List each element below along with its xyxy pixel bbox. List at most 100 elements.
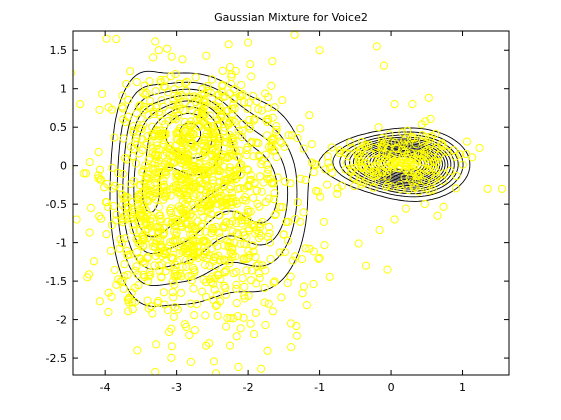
data-point	[475, 143, 484, 152]
data-point	[413, 171, 422, 180]
data-point	[264, 103, 273, 112]
data-point	[119, 115, 128, 124]
data-point	[254, 105, 263, 114]
data-point	[156, 186, 165, 195]
data-point	[358, 162, 367, 171]
data-point	[270, 103, 279, 112]
data-point	[420, 199, 429, 209]
data-point	[95, 105, 104, 115]
data-point	[323, 152, 332, 161]
data-point	[301, 175, 310, 185]
y-tick-label: -0.5	[46, 198, 67, 211]
y-tick-label: 1.5	[50, 44, 68, 57]
data-point	[395, 180, 404, 190]
data-point	[169, 100, 178, 109]
data-point	[299, 208, 308, 217]
data-point	[124, 95, 133, 104]
data-point	[169, 293, 178, 302]
data-point	[134, 239, 143, 248]
data-point	[408, 100, 417, 109]
data-point	[167, 52, 176, 61]
data-point	[174, 126, 183, 135]
data-point	[205, 167, 214, 176]
data-point	[406, 158, 415, 167]
data-point	[379, 141, 388, 150]
data-point	[262, 160, 271, 169]
data-point	[156, 177, 165, 186]
data-point	[328, 168, 337, 177]
data-point	[185, 331, 194, 340]
data-point	[247, 276, 256, 285]
data-point	[186, 132, 195, 142]
data-point	[142, 219, 151, 228]
data-point	[198, 236, 207, 245]
data-point	[97, 214, 106, 223]
data-point	[198, 287, 207, 296]
data-point	[248, 91, 257, 101]
data-point	[86, 203, 96, 213]
data-point	[270, 146, 279, 155]
data-point	[107, 292, 116, 301]
data-point	[85, 158, 94, 167]
data-point	[278, 203, 287, 212]
data-point	[188, 130, 197, 139]
data-point	[124, 298, 133, 307]
data-point	[143, 254, 152, 263]
data-point	[180, 79, 190, 88]
data-point	[272, 153, 281, 162]
data-point	[168, 288, 177, 297]
data-point	[208, 144, 217, 153]
data-point	[342, 149, 351, 158]
data-point	[354, 239, 363, 248]
data-point	[165, 151, 174, 160]
data-point	[204, 133, 213, 142]
data-point	[227, 79, 236, 89]
data-point	[129, 177, 138, 186]
data-point	[162, 247, 172, 256]
data-point	[197, 139, 207, 148]
data-point	[244, 166, 253, 175]
data-point	[199, 168, 208, 177]
data-point	[247, 266, 256, 275]
data-point	[228, 250, 237, 259]
data-point	[228, 104, 237, 114]
data-point	[168, 253, 177, 262]
data-point	[209, 226, 218, 235]
data-point	[197, 222, 206, 231]
data-point	[171, 401, 178, 408]
data-point	[401, 204, 410, 213]
data-point	[217, 87, 226, 96]
data-point	[203, 82, 212, 91]
data-point	[195, 103, 204, 112]
data-point	[169, 112, 178, 121]
data-point	[211, 128, 220, 138]
data-point	[119, 284, 128, 293]
data-point	[145, 186, 154, 195]
data-point	[142, 89, 151, 98]
data-point	[123, 203, 133, 212]
data-point	[214, 228, 224, 237]
data-point	[207, 244, 216, 253]
data-point	[133, 346, 142, 355]
data-point	[187, 140, 197, 149]
data-point	[254, 260, 263, 269]
data-point	[254, 233, 264, 243]
data-point	[162, 191, 171, 200]
data-point	[220, 255, 229, 264]
data-point	[237, 80, 246, 90]
data-point	[154, 223, 163, 232]
data-point	[321, 165, 330, 174]
data-point	[309, 279, 318, 289]
data-point	[185, 160, 194, 169]
data-point	[226, 194, 235, 203]
data-point	[178, 148, 187, 157]
data-point	[205, 339, 214, 348]
data-point	[225, 238, 234, 247]
data-point	[388, 150, 397, 159]
data-point	[236, 161, 245, 170]
data-point	[102, 230, 111, 239]
data-point	[239, 212, 248, 221]
data-point	[226, 314, 235, 323]
data-point	[138, 230, 147, 240]
data-point	[143, 132, 152, 141]
